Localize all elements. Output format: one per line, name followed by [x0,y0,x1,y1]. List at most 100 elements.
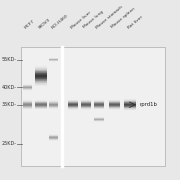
Bar [109,101,120,102]
Text: rprd1b: rprd1b [140,102,157,107]
Bar [35,74,47,75]
Bar [81,109,91,110]
Bar [50,137,58,138]
Bar [124,106,136,107]
Text: 35KD-: 35KD- [2,102,17,107]
Bar [124,108,136,109]
Bar [109,105,120,106]
Bar [109,102,120,103]
Bar [50,103,58,104]
Bar [94,102,104,103]
Bar [124,107,136,108]
Bar [35,79,47,80]
Bar [35,107,47,108]
Bar [109,109,120,110]
Bar [124,104,136,105]
Bar [94,105,104,106]
Bar [35,85,47,86]
Bar [35,66,47,67]
Bar [94,100,104,101]
Bar [23,85,32,86]
Bar [23,103,32,104]
Bar [35,80,47,81]
Bar [35,83,47,84]
Bar [109,107,120,108]
Bar [50,106,58,107]
Bar [50,139,58,140]
Bar [124,99,136,100]
Bar [50,100,58,101]
Bar [124,102,136,103]
Bar [124,101,136,102]
Bar [94,106,104,107]
Bar [68,109,78,110]
Bar [81,106,91,107]
Bar [68,106,78,107]
Bar [23,106,32,107]
Bar [50,105,58,106]
Bar [50,101,58,102]
Bar [124,100,136,101]
Bar [61,47,63,166]
Bar [94,107,104,108]
Bar [50,138,58,139]
Text: MCF7: MCF7 [24,19,36,29]
Bar [50,135,58,136]
Bar [94,101,104,102]
Bar [23,101,32,102]
Text: Mouse spleen: Mouse spleen [111,7,136,29]
Bar [81,103,91,104]
Bar [23,87,32,88]
Bar [94,103,104,104]
Bar [68,105,78,106]
Bar [35,82,47,83]
Bar [23,108,32,109]
Bar [35,70,47,71]
Bar [109,103,120,104]
Text: 55KD-: 55KD- [2,57,17,62]
Bar [23,102,32,103]
Bar [124,105,136,106]
Bar [81,102,91,103]
Bar [81,105,91,106]
Bar [35,81,47,82]
Bar [23,104,32,105]
Bar [81,101,91,102]
Bar [23,88,32,89]
Bar [35,102,47,103]
Bar [23,86,32,87]
Bar [23,84,32,85]
Text: NCI-H460: NCI-H460 [50,13,69,29]
Text: Mouse stomach: Mouse stomach [95,4,124,29]
Bar [68,100,78,101]
Bar [124,109,136,110]
Bar [50,102,58,103]
Bar [81,107,91,108]
Bar [50,140,58,141]
Bar [23,107,32,108]
Bar [35,84,47,85]
Bar [50,104,58,105]
Bar [68,107,78,108]
Bar [50,108,58,109]
Bar [35,75,47,76]
Bar [68,108,78,109]
Bar [81,100,91,101]
Bar [35,106,47,107]
Bar [35,76,47,77]
Bar [109,100,120,101]
Bar [35,104,47,105]
Text: Mouse liver: Mouse liver [70,10,92,29]
Bar [68,103,78,104]
Bar [94,104,104,105]
Bar [23,105,32,106]
Text: SKOV3: SKOV3 [38,17,51,29]
Bar [35,68,47,69]
Bar [35,77,47,78]
Bar [68,101,78,102]
Bar [81,104,91,105]
Bar [21,47,165,166]
Bar [50,136,58,137]
Bar [35,67,47,68]
Bar [23,89,32,90]
